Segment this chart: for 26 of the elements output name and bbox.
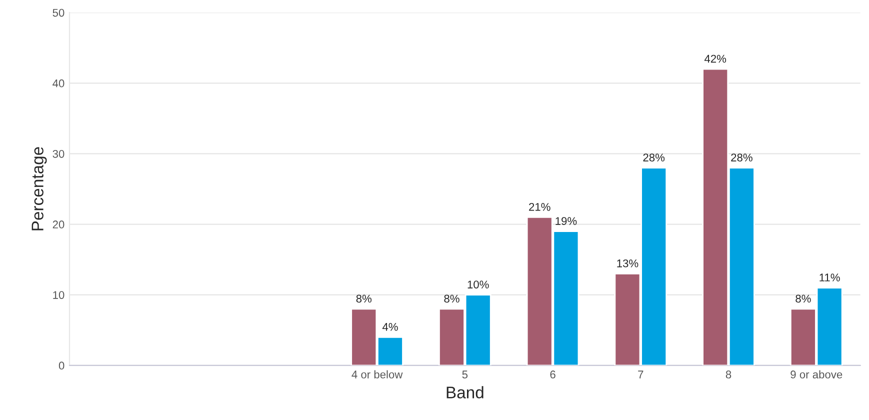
- x-tick-label: 6: [550, 370, 556, 378]
- data-label: 10%: [468, 280, 489, 288]
- x-axis-title: Band: [446, 386, 484, 398]
- data-label: 13%: [617, 259, 638, 268]
- data-label: 19%: [556, 217, 577, 225]
- data-label: 21%: [529, 202, 550, 211]
- data-label: 8%: [444, 294, 460, 303]
- data-label: 11%: [820, 274, 840, 282]
- x-tick-label: 5: [462, 370, 468, 378]
- y-axis-title: Percentage: [32, 147, 47, 230]
- x-tick-label: 4 or below: [352, 370, 403, 378]
- y-tick-label: 30: [52, 150, 64, 158]
- data-label: 42%: [704, 54, 726, 63]
- data-label: 28%: [643, 154, 665, 162]
- y-tick-label: 10: [53, 291, 64, 299]
- data-label: 4%: [382, 322, 398, 331]
- x-tick-label: 7: [638, 370, 644, 378]
- data-label: 28%: [731, 154, 752, 162]
- x-tick-label: 8: [726, 370, 732, 378]
- y-tick-label: 50: [52, 8, 64, 17]
- y-tick-label: 20: [52, 220, 64, 228]
- y-tick-label: 40: [52, 79, 64, 88]
- data-label: 8%: [796, 294, 811, 303]
- y-tick-label: 0: [58, 362, 64, 370]
- data-label: 8%: [356, 294, 372, 303]
- x-tick-label: 9 or above: [790, 370, 842, 378]
